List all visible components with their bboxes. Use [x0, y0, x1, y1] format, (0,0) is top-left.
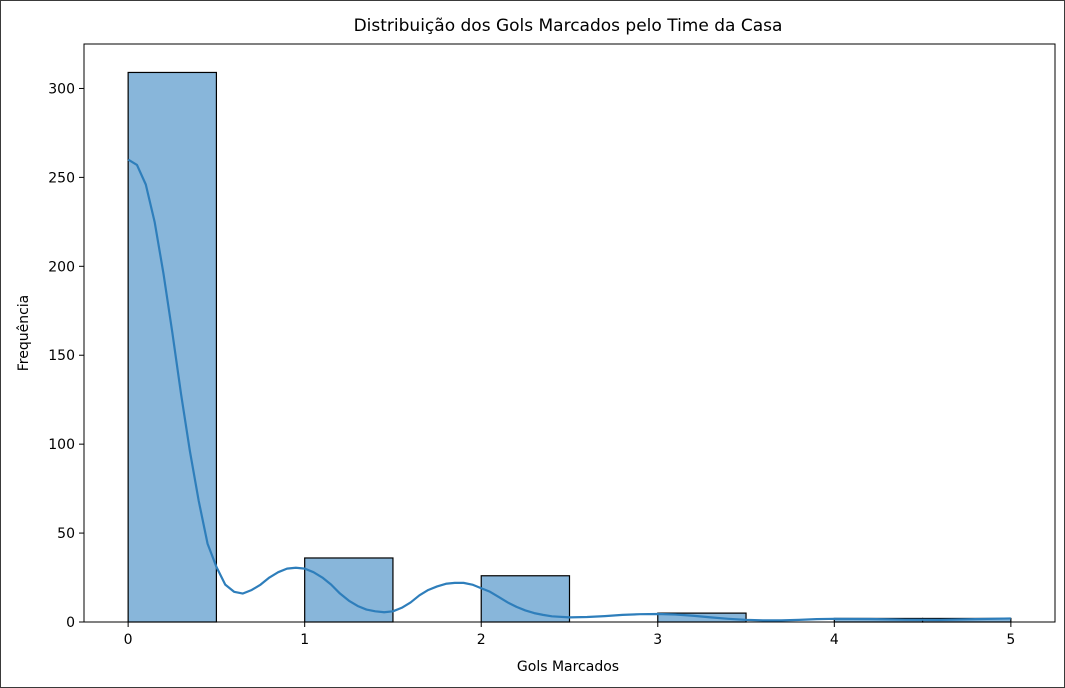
chart-title: Distribuição dos Gols Marcados pelo Time… — [354, 16, 783, 36]
x-tick-label: 3 — [653, 632, 662, 648]
y-axis-ticks: 0 50 100 150 200 250 300 — [48, 81, 84, 631]
y-tick-label: 250 — [48, 170, 75, 186]
x-tick-label: 1 — [300, 632, 309, 648]
y-tick-label: 100 — [48, 437, 75, 453]
bars-layer — [127, 71, 1012, 623]
x-axis-ticks: 0 1 2 3 4 5 — [124, 622, 1015, 648]
x-tick-label: 2 — [477, 632, 486, 648]
axes-frame — [83, 43, 1056, 623]
x-tick-label: 4 — [830, 632, 839, 648]
y-tick-label: 200 — [48, 259, 75, 275]
y-tick-label: 50 — [57, 526, 75, 542]
y-axis-label: Frequência — [16, 295, 32, 372]
x-tick-label: 5 — [1006, 632, 1015, 648]
histogram-bar — [480, 575, 571, 623]
y-tick-label: 0 — [66, 615, 75, 631]
x-tick-label: 0 — [124, 632, 133, 648]
x-axis-label: Gols Marcados — [517, 659, 619, 675]
histogram-bar — [127, 71, 218, 623]
kde-curve — [127, 158, 1011, 622]
y-tick-label: 150 — [48, 348, 75, 364]
y-tick-label: 300 — [48, 81, 75, 97]
